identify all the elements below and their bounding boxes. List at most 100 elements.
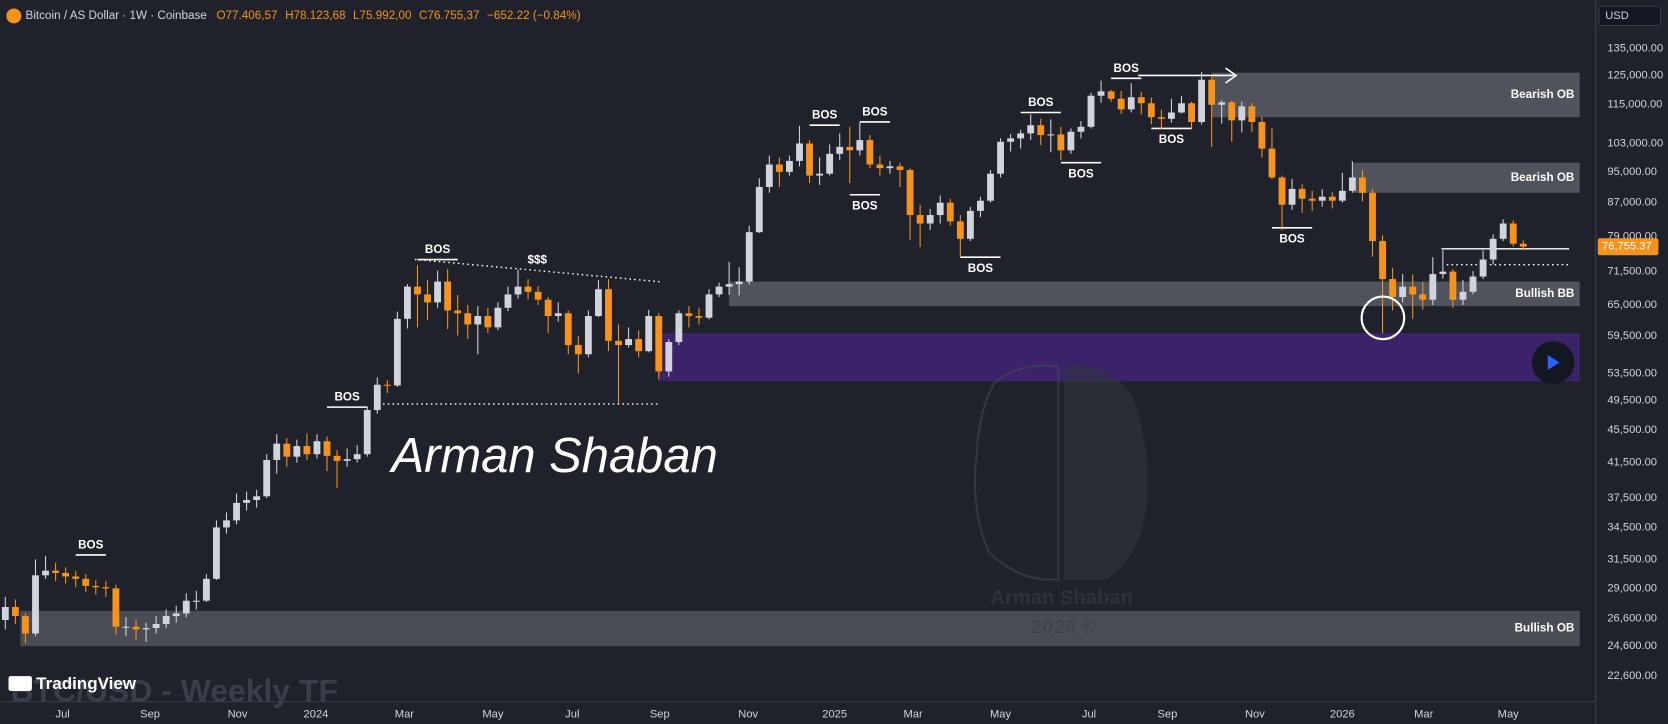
candle-body [414, 286, 421, 295]
header: Bitcoin / AS Dollar · 1W · Coinbase O77.… [26, 9, 581, 22]
x-tick-label: Nov [228, 708, 248, 720]
candle-body [786, 160, 793, 172]
bos-label: BOS [1159, 133, 1185, 146]
x-tick-label: 2025 [822, 708, 847, 720]
play-icon [1547, 355, 1560, 370]
bos-label: BOS [334, 391, 360, 404]
candle-body [906, 170, 914, 216]
ohlc-change: −652.22 (−0.84%) [487, 9, 581, 22]
candle-body [1137, 97, 1145, 104]
bos-label: BOS [1028, 96, 1054, 109]
candle-body [595, 289, 602, 317]
last-price-label: 76,755.37 [1602, 241, 1652, 253]
candle-body [223, 520, 230, 528]
x-tick-label: Mar [903, 708, 923, 720]
y-tick-label: 49,500.00 [1607, 395, 1657, 407]
x-tick-label: 2026 [1330, 708, 1355, 720]
candle-body [826, 153, 834, 174]
candle-body [1419, 294, 1427, 300]
candle-body [1198, 79, 1206, 122]
bos-label: BOS [968, 262, 994, 275]
bos-group: BOS BOS BOS BOS BOS BOS BOS BOS BOS BOS BOS BOS [75, 62, 1313, 556]
x-tick-label: Jul [565, 708, 579, 720]
candle-body [584, 316, 592, 355]
candle-body [1298, 188, 1306, 199]
candle-body [82, 578, 90, 586]
candle-body [997, 141, 1004, 174]
candle-body [916, 215, 924, 224]
candle-body [1258, 121, 1266, 149]
x-tick-label: May [990, 708, 1012, 720]
candle-body [876, 164, 884, 169]
y-tick-label: 22,600.00 [1607, 670, 1657, 682]
axis-labels: 135,000.00 125,000.00 115,000.00 103,000.00… [55, 42, 1663, 720]
candle-body [1147, 103, 1155, 118]
candle-body [866, 140, 874, 165]
candle-body [454, 310, 462, 314]
candle-body [1278, 177, 1286, 205]
candle-body [132, 626, 140, 630]
candle-body [1519, 243, 1527, 247]
candle-body [987, 173, 994, 201]
candle-body [655, 316, 663, 372]
candle-body [936, 202, 944, 216]
candle-body [233, 502, 240, 521]
candle-body [1379, 241, 1386, 280]
y-tick-label: 135,000.00 [1607, 42, 1663, 54]
candle-body [323, 441, 331, 456]
zone-labels: Bearish OB Bearish OB Bullish BB Bullish OB [1511, 88, 1575, 635]
candle-body [534, 291, 542, 300]
candle-body [1499, 223, 1507, 239]
liquidity-label: $$$ [527, 254, 547, 267]
x-tick-label: Sep [1157, 708, 1177, 720]
zone-label: Bearish OB [1511, 88, 1575, 101]
x-tick-label: Jul [55, 708, 69, 720]
candle-body [1238, 106, 1246, 121]
candle-body [735, 281, 743, 285]
candle-body [1057, 134, 1065, 151]
candle-body [1168, 112, 1175, 119]
y-tick-label: 29,000.00 [1607, 582, 1657, 594]
y-tick-label: 87,000.00 [1607, 197, 1657, 209]
candle-body [1308, 198, 1316, 201]
candle-body [1007, 138, 1015, 142]
candle-body [1449, 271, 1457, 300]
candle-body [1228, 102, 1236, 121]
candle-body [665, 342, 673, 372]
candle-body [1178, 103, 1185, 113]
candle-body [303, 446, 311, 455]
price-axis [1595, 0, 1668, 724]
candle-body [1328, 196, 1336, 201]
candle-body [263, 460, 271, 497]
candle-body [92, 585, 100, 588]
candle-body [1248, 106, 1256, 122]
candle-body [856, 140, 864, 151]
candle-body [32, 575, 39, 634]
logo-brain-left [973, 364, 1060, 581]
candle-body [1429, 274, 1437, 300]
candle-body [886, 166, 894, 169]
candle-body [1107, 91, 1115, 99]
candle-body [725, 284, 733, 287]
candle-body [112, 588, 120, 627]
ohlc-high: H78.123,68 [285, 9, 345, 22]
candle-body [434, 281, 442, 303]
candle-body [393, 318, 401, 386]
candle-body [544, 299, 552, 317]
candle-body [1439, 271, 1447, 275]
candle-body [1218, 102, 1226, 105]
candle-body [11, 607, 19, 617]
candle-body [564, 313, 572, 346]
candle-body [745, 232, 753, 282]
y-tick-label: 125,000.00 [1607, 69, 1663, 81]
zone [20, 610, 1580, 647]
zone-label: Bullish BB [1515, 287, 1574, 300]
candle-body [1047, 134, 1055, 136]
candle-body [1067, 131, 1075, 151]
candle-body [846, 146, 854, 151]
highlight-circle [1360, 295, 1406, 341]
candle-body [484, 316, 492, 328]
bos-label: BOS [812, 109, 838, 122]
candle-body [383, 384, 391, 386]
candle-body [1087, 95, 1095, 127]
